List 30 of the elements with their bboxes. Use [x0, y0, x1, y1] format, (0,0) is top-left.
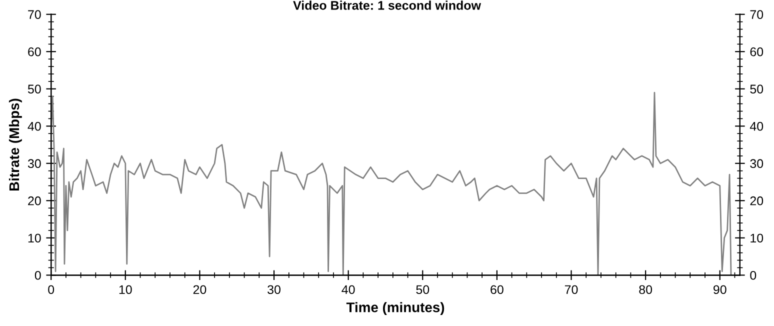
y-tick-label: 70	[28, 10, 41, 19]
y2-tick-label: 0	[750, 270, 756, 280]
x-tick-label: 20	[193, 285, 206, 294]
x-axis-title: Time (minutes)	[346, 302, 444, 316]
chart-title: Video Bitrate: 1 second window	[293, 0, 482, 10]
y-tick-label: 50	[28, 84, 41, 94]
y-tick-label: 20	[28, 196, 41, 206]
x-tick-label: 40	[342, 285, 355, 294]
x-tick-label: 30	[268, 285, 280, 294]
x-tick-label: 80	[639, 285, 652, 294]
y2-tick-label: 30	[750, 159, 764, 168]
x-tick-label: 10	[119, 285, 132, 294]
y2-tick-label: 60	[750, 47, 764, 56]
y-tick-label: 60	[28, 47, 41, 56]
x-tick-label: 70	[564, 285, 578, 294]
y-tick-label: 10	[28, 234, 41, 243]
y2-tick-label: 50	[750, 84, 764, 94]
line-series	[51, 92, 732, 276]
y-axis-title: Bitrate (Mbps)	[8, 98, 22, 190]
y2-tick-label: 70	[750, 10, 764, 19]
x-tick-label: 90	[714, 285, 726, 294]
y2-tick-label: 40	[750, 122, 764, 131]
x-tick-label: 0	[48, 285, 54, 294]
x-tick-label: 60	[490, 285, 504, 294]
x-tick-label: 50	[416, 285, 430, 294]
y-tick-label: 30	[28, 159, 41, 168]
y2-tick-label: 10	[750, 234, 764, 243]
y-tick-label: 0	[34, 270, 41, 280]
y2-tick-label: 20	[750, 196, 764, 206]
y-tick-label: 40	[28, 122, 41, 131]
